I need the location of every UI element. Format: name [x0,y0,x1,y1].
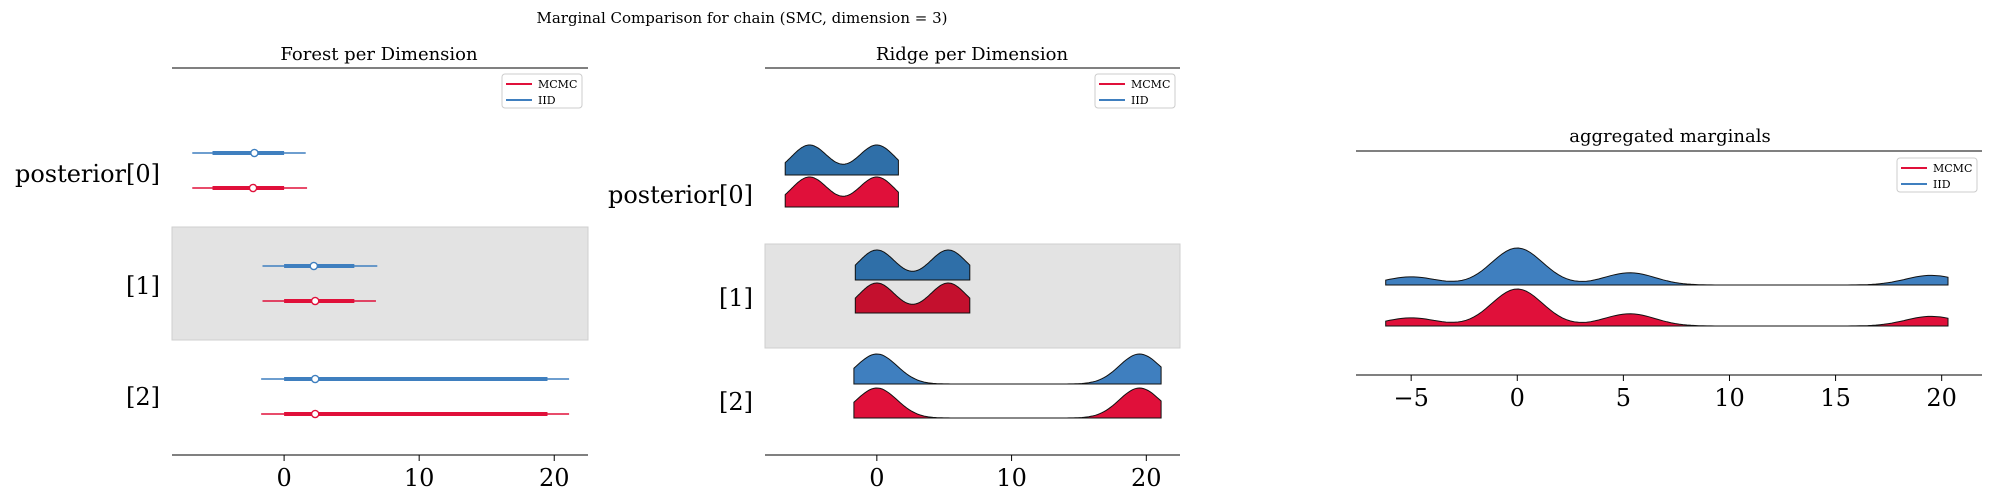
x-tick-label-15: 15 [1820,384,1851,412]
forest-median-mcmc-2 [310,409,320,419]
ridge-panel: Ridge per Dimension posterior[0] [1] [2] MC… [608,44,1181,492]
aggregated-title: aggregated marginals [1569,126,1770,147]
forest-row-label-1: [1] [126,272,160,300]
legend-label-mcmc: MCMC [538,78,577,91]
x-tick-label-0: 0 [276,464,291,492]
x-tick-label-10: 10 [404,464,435,492]
ridge-row-band [764,243,1181,349]
ridge-density-iid-2 [853,353,1162,385]
forest-panel: Forest per Dimension posterior[0] [1] [2] M… [15,44,589,492]
aggregated-density-iid [1385,247,1949,286]
ridge-row-label-0: posterior[0] [608,181,753,209]
x-tick-label-20: 20 [1131,464,1162,492]
forest-median-iid-0 [250,148,259,158]
x-tick-label-10: 10 [996,464,1027,492]
legend: MCMC IID [1896,157,1978,193]
ridge-density-iid-0 [784,144,899,176]
legend-label-iid: IID [538,94,556,107]
legend: MCMC IID [1094,73,1176,109]
x-tick-label-0: 0 [1510,384,1525,412]
forest-median-iid-2 [310,374,320,384]
forest-median-mcmc-0 [248,183,258,193]
aggregated-panel: aggregated marginals MCMC IID −5 0 5 10 15 20 [1356,126,1982,412]
x-tick-label-10: 10 [1714,384,1745,412]
legend-label-iid: IID [1933,178,1951,191]
legend-label-mcmc: MCMC [1933,162,1972,175]
aggregated-density-mcmc [1385,288,1949,327]
ridge-density-mcmc-2 [853,387,1162,419]
forest-row-label-2: [2] [126,383,160,411]
ridge-density-iid-1 [854,249,971,281]
forest-row-label-0: posterior[0] [15,160,160,188]
x-tick-label-0: 0 [869,464,884,492]
forest-title: Forest per Dimension [280,44,478,65]
forest-median-iid-1 [309,261,319,271]
legend: MCMC IID [501,73,583,109]
x-tick-label-5: 5 [1616,384,1631,412]
ridge-row-label-2: [2] [719,388,753,416]
legend-label-mcmc: MCMC [1131,78,1170,91]
ridge-row-label-1: [1] [719,284,753,312]
x-tick-label--5: −5 [1393,384,1428,412]
ridge-title: Ridge per Dimension [876,44,1069,65]
x-tick-label-20: 20 [1926,384,1957,412]
x-tick-label-20: 20 [539,464,570,492]
figure-title: Marginal Comparison for chain (SMC, dime… [536,9,947,27]
ridge-density-mcmc-1 [854,282,971,314]
forest-median-mcmc-1 [310,296,320,306]
forest-row-band [171,226,589,341]
ridge-density-mcmc-0 [784,176,899,208]
legend-label-iid: IID [1131,94,1149,107]
